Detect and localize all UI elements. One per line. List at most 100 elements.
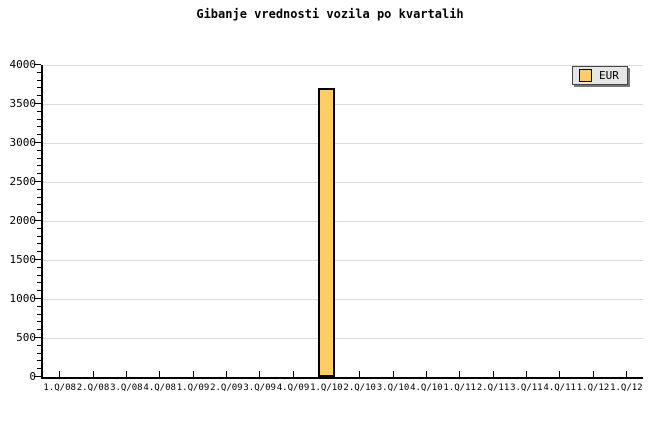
y-axis-tick-minor <box>37 243 41 245</box>
y-axis-tick-major <box>34 181 41 182</box>
x-axis-tick <box>359 371 361 377</box>
y-axis-tick-major <box>34 298 41 299</box>
x-axis-label: 1.Q/11 <box>443 383 476 393</box>
y-axis-tick-minor <box>37 329 41 331</box>
y-axis-tick-minor <box>37 368 41 370</box>
y-axis-tick-minor <box>37 274 41 276</box>
x-axis-tick <box>492 371 494 377</box>
x-axis-tick <box>225 371 227 377</box>
legend-label: EUR <box>599 69 619 82</box>
x-axis-tick <box>292 371 294 377</box>
y-axis-tick-minor <box>37 313 41 315</box>
y-axis-tick-minor <box>37 149 41 151</box>
x-axis-tick <box>159 371 161 377</box>
x-axis-label: 4.Q/09 <box>276 383 310 393</box>
y-axis-label: 500 <box>16 331 36 344</box>
gridline <box>43 104 643 105</box>
x-axis-tick <box>425 371 427 377</box>
y-axis-tick-minor <box>37 79 41 81</box>
y-axis-tick-minor <box>37 95 41 97</box>
gridline <box>43 299 643 300</box>
x-axis-label: 3.Q/11 <box>510 383 543 393</box>
x-axis-label: 1.Q/09 <box>176 383 210 393</box>
y-axis-label: 3000 <box>9 136 37 149</box>
y-axis-tick-major <box>34 376 41 377</box>
x-axis-tick <box>625 371 627 377</box>
legend-swatch-icon <box>579 69 592 82</box>
y-axis-label: 0 <box>29 370 36 383</box>
y-axis-label: 2000 <box>9 214 37 227</box>
y-axis-tick-major <box>34 337 41 338</box>
y-axis-tick-minor <box>37 110 41 112</box>
x-axis-label: 1.Q/10 <box>310 383 343 393</box>
x-axis-label: 2.Q/10 <box>343 383 376 393</box>
y-axis-tick-minor <box>37 204 41 206</box>
y-axis-label: 3500 <box>9 97 37 110</box>
gridline <box>43 221 643 222</box>
x-axis-tick <box>525 371 527 377</box>
gridline <box>43 143 643 144</box>
x-axis-label: 2.Q/11 <box>476 383 510 393</box>
x-axis-label: 4.Q/11 <box>543 383 576 393</box>
x-axis-label: 1.Q/12 <box>576 383 610 393</box>
y-axis-label: 1000 <box>9 292 37 305</box>
chart-title: Gibanje vrednosti vozila po kvartalih <box>196 7 464 21</box>
x-axis-label: 1.Q/12 <box>610 383 643 393</box>
x-axis-label: 3.Q/08 <box>110 383 143 393</box>
y-axis-tick-minor <box>37 352 41 354</box>
x-axis-tick <box>392 371 394 377</box>
x-axis-tick <box>92 371 94 377</box>
gridline <box>43 65 643 66</box>
y-axis-tick-minor <box>37 321 41 323</box>
y-axis-tick-major <box>34 220 41 221</box>
x-axis-tick <box>192 371 194 377</box>
bar-eur-1.Q/10 <box>317 88 335 377</box>
x-axis-tick <box>259 371 261 377</box>
plot-area <box>41 65 643 379</box>
y-axis-tick-minor <box>37 157 41 159</box>
y-axis-tick-minor <box>37 251 41 253</box>
y-axis-tick-minor <box>37 227 41 229</box>
y-axis-tick-minor <box>37 266 41 268</box>
y-axis-tick-minor <box>37 212 41 214</box>
y-axis-label: 4000 <box>9 58 37 71</box>
y-axis-label: 2500 <box>9 175 37 188</box>
y-axis-label: 1500 <box>9 253 37 266</box>
x-axis-label: 2.Q/08 <box>76 383 110 393</box>
y-axis-tick-minor <box>37 188 41 190</box>
x-axis-tick <box>592 371 594 377</box>
y-axis-tick-minor <box>37 173 41 175</box>
y-axis-tick-minor <box>37 344 41 346</box>
y-axis-tick-minor <box>37 118 41 120</box>
y-axis-tick-minor <box>37 360 41 362</box>
y-axis-tick-major <box>34 259 41 260</box>
y-axis-tick-minor <box>37 71 41 73</box>
y-axis-tick-major <box>34 142 41 143</box>
y-axis-tick-minor <box>37 87 41 89</box>
legend: EUR <box>572 66 628 85</box>
y-axis-tick-minor <box>37 165 41 167</box>
x-axis-tick <box>459 371 461 377</box>
y-axis-tick-minor <box>37 282 41 284</box>
x-axis-tick <box>59 371 61 377</box>
x-axis-label: 4.Q/08 <box>143 383 176 393</box>
y-axis-tick-major <box>34 64 41 65</box>
x-axis-tick <box>125 371 127 377</box>
x-axis-label: 3.Q/10 <box>376 383 410 393</box>
gridline <box>43 260 643 261</box>
y-axis-tick-major <box>34 103 41 104</box>
x-axis-label: 3.Q/09 <box>243 383 276 393</box>
y-axis-tick-minor <box>37 134 41 136</box>
y-axis-tick-minor <box>37 126 41 128</box>
x-axis-tick <box>559 371 561 377</box>
gridline <box>43 182 643 183</box>
y-axis-tick-minor <box>37 305 41 307</box>
x-axis-label: 4.Q/10 <box>410 383 443 393</box>
gridline <box>43 338 643 339</box>
y-axis-tick-minor <box>37 290 41 292</box>
y-axis-tick-minor <box>37 196 41 198</box>
x-axis-label: 2.Q/09 <box>210 383 243 393</box>
x-axis-label: 1.Q/08 <box>43 383 76 393</box>
y-axis-tick-minor <box>37 235 41 237</box>
